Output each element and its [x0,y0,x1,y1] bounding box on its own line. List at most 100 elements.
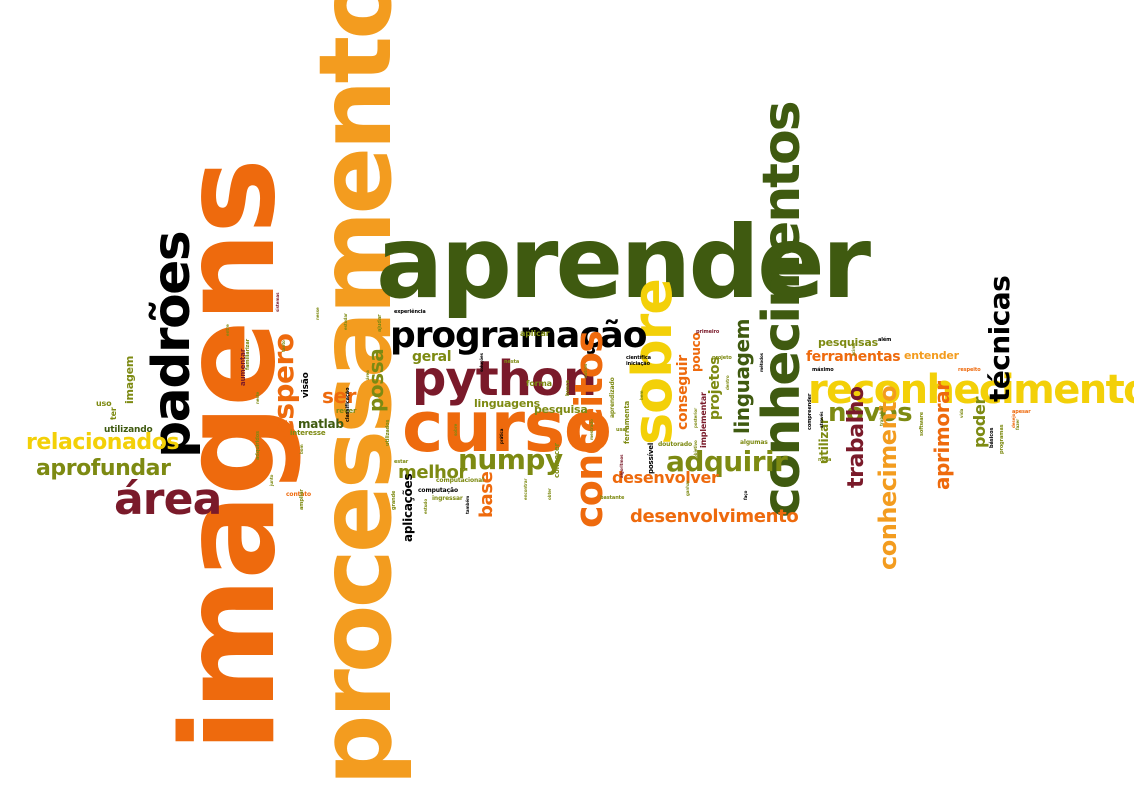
word-computacao: computação [418,487,458,494]
word-python: python [412,351,597,407]
word-desenvolver: desenvolver [612,468,719,487]
word-estudar: estudar [343,313,348,330]
word-adquirir: adquirir [666,445,788,478]
word-alem: além [878,337,892,343]
word-contato: contato [286,491,312,498]
word-ferramentas: ferramentas [806,349,901,365]
word-bem: bem [639,390,644,400]
word-matlab: matlab [298,417,344,431]
word-usar: usar [616,427,628,433]
word-ampliar: ampliar [299,489,305,510]
word-adquiridos: adquiridos [255,431,261,460]
word-conseguir: conseguir [675,355,691,430]
word-cientifica: científica [626,355,651,361]
word-nesse: nesse [315,307,320,320]
word-ter: ter [109,407,118,420]
word-geral: geral [412,349,452,365]
word-nesta: nesta [504,359,520,365]
word-bastante: bastante [600,495,625,501]
word-encontrar: encontrar [523,478,528,500]
word-familiarizar: familiarizar [245,338,251,370]
word-aprofundar: aprofundar [36,456,171,481]
word-imagem: imagem [123,355,136,404]
word-ganhar: ganhar [685,480,690,496]
word-bom: bom [299,444,304,454]
word-numpy: numpy [458,443,563,476]
word-ser: ser [322,384,357,408]
word-utilizados: utilizados [385,419,391,446]
word-mestrado: mestrado [589,419,594,440]
word-programas: programas [999,424,1005,454]
word-entre: entre [225,324,230,336]
word-junto: junto [269,474,274,486]
word-implementar: implementar [699,392,708,448]
word-aprimorar: aprimorar [930,381,954,490]
word-sistemas: sistemas [275,292,280,312]
word-maximo: máximo [812,367,834,373]
word-pratica: prática [499,428,504,444]
word-algoritmos: algoritmos [619,454,624,478]
word-objetivo: objetivo [693,440,698,458]
word-computacional: computacional [436,477,484,484]
word-posterior: posterior [693,408,698,428]
word-doutorado: doutorado [658,441,693,448]
word-rever: rever [336,407,357,415]
word-padroes: padrões [142,231,202,458]
word-pouco: pouco [689,332,703,372]
word-apesar: apesar [1012,409,1031,415]
word-tanto: tanto [281,340,286,352]
word-linguagens: linguagens [474,397,541,410]
word-solucoes: soluções [479,353,484,372]
word-poder: poder [970,396,989,448]
word-area-v: área [365,370,370,380]
word-relacionados: relacionados [26,430,180,455]
word-aprendizado: aprendizado [609,377,616,418]
word-novos: novos [828,398,913,428]
word-primeiro: primeiro [696,329,720,335]
word-neste: neste [255,391,260,404]
word-desenvolvimento: desenvolvimento [630,506,799,527]
word-iniciacao: iniciação [626,361,650,367]
word-reconhecimento-h: reconhecimento [808,367,1134,413]
word-respeito: respeito [958,367,981,373]
word-fazer: fazer [1015,418,1020,430]
word-area: área [114,474,222,525]
word-projeto: projeto [712,355,732,361]
word-pesquisas: pesquisas [818,336,878,349]
word-acima: acima [851,343,856,356]
word-ingressar: ingressar [432,495,463,502]
word-utilizando: utilizando [104,425,153,435]
word-aplicar: aplicar [520,329,550,338]
word-trabalhar: trabalhar [879,405,884,426]
word-uso: uso [96,399,112,408]
word-possa: possa [364,348,388,412]
word-comprender: compreender [807,393,813,430]
word-conhecer: conhecer [553,443,561,478]
word-faco: faço [743,490,748,500]
word-outros: outros [583,363,588,378]
word-vida: vida [959,408,964,418]
word-ferramenta: ferramenta [623,400,631,444]
word-estar: estar [394,459,409,465]
word-melhor: melhor [398,462,468,483]
word-tecnicas: técnicas [983,275,1016,402]
word-sobre-s: sobre [453,423,458,436]
word-curso: curso [402,386,612,468]
word-tambem: também [465,495,470,514]
word-ajudar: ajudar [377,314,383,332]
word-dentro: dentro [725,375,730,390]
word-forma: forma [526,379,552,388]
word-linguagem: linguagem [730,318,754,434]
word-busca: busca [565,380,571,396]
word-projetos: projetos [707,356,723,420]
word-atraves: através [819,411,824,428]
word-basicos: básicos [989,427,995,448]
word-entender: entender [904,349,959,362]
word-experiencia: experiência [394,309,426,315]
word-visao: visão [301,372,311,398]
word-interesse: interesse [290,429,326,437]
word-classificacao: classificação [345,387,351,422]
word-programacao: programação [390,315,647,356]
word-estudo: estudo [423,499,428,514]
